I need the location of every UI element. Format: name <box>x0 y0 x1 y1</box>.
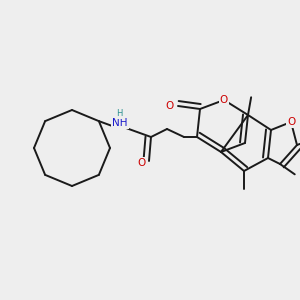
Text: H: H <box>116 110 122 118</box>
Text: O: O <box>137 158 145 168</box>
Text: O: O <box>165 101 173 111</box>
Text: O: O <box>220 95 228 105</box>
Text: NH: NH <box>112 118 128 128</box>
Text: O: O <box>287 117 295 127</box>
